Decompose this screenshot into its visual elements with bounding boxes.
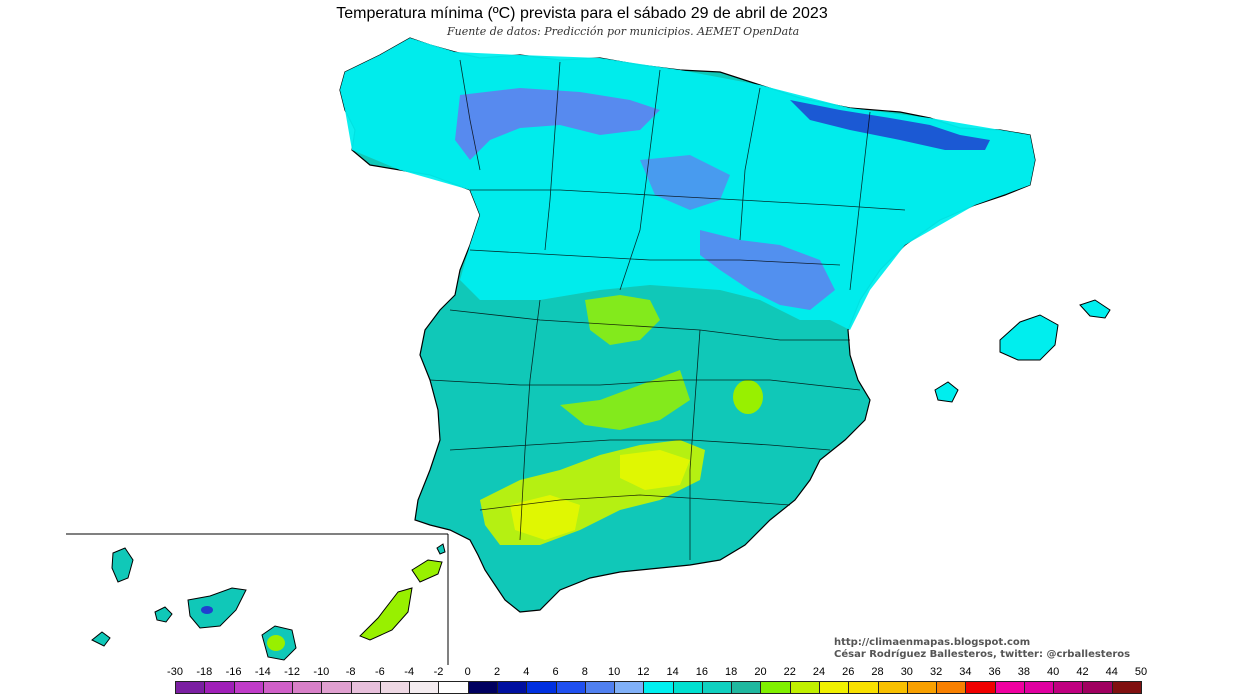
legend-tick-label: 8	[581, 666, 588, 678]
legend-swatch	[1053, 681, 1084, 694]
legend-tick-label: -2	[433, 666, 444, 678]
legend-swatch	[292, 681, 323, 694]
legend-tick-label: 12	[637, 666, 650, 678]
credit-url[interactable]: http://climaenmapas.blogspot.com	[834, 637, 1031, 648]
province-borders	[429, 59, 906, 560]
legend-swatch	[1023, 681, 1055, 694]
southcentral-warm-zone	[560, 370, 690, 430]
legend-swatch	[204, 681, 235, 694]
legend-swatch	[848, 681, 879, 694]
lanzarote-island	[411, 559, 443, 583]
tenerife-island	[187, 587, 247, 629]
la-gomera-island	[154, 606, 173, 623]
legend-swatch	[672, 681, 703, 694]
legend-tick-label: 44	[1105, 666, 1118, 678]
legend-swatch	[321, 681, 352, 694]
legend-swatch	[731, 681, 762, 694]
mallorca-island	[999, 314, 1059, 361]
legend-tick-label: -16	[225, 666, 242, 678]
la-graciosa-island	[436, 543, 446, 555]
legend-tick-label: 2	[493, 666, 501, 678]
gran-canaria-warm-spot	[267, 635, 285, 651]
legend-swatch	[789, 681, 820, 694]
legend-swatch	[233, 681, 264, 694]
andalusia-hottest-zone	[510, 495, 580, 540]
legend-tick-label: 20	[754, 666, 767, 678]
menorca-island	[1079, 299, 1111, 319]
credit-author: César Rodríguez Ballesteros, twitter: @c…	[834, 649, 1131, 660]
legend-swatch	[614, 681, 645, 694]
legend-swatch	[1082, 681, 1113, 694]
legend-tick-label: 4	[523, 666, 530, 678]
legend-tick-label: 50	[1134, 666, 1148, 678]
legend-tick-label: 0	[464, 666, 471, 678]
legend-tick-label: 22	[783, 666, 796, 678]
legend-swatch	[877, 681, 908, 694]
legend-tick-label: 28	[871, 666, 884, 678]
fuerteventura-island	[359, 587, 413, 641]
legend-swatch	[643, 681, 674, 694]
legend-tick-label: -10	[313, 666, 330, 678]
legend-swatch	[497, 681, 528, 694]
color-legend: -30 -18 -16 -14 -12 -10 -8 -6 -4 -2 0 2 4 6 8 10 12 14 16 1…	[0, 666, 1236, 695]
legend-tick-label: 40	[1047, 666, 1060, 678]
legend-tick-label: -4	[404, 666, 415, 678]
legend-tick-label: 10	[607, 666, 621, 678]
legend-swatch	[467, 681, 498, 694]
legend-tick-label: -30	[167, 666, 183, 678]
legend-tick-label: -18	[196, 666, 213, 678]
legend-swatch	[262, 681, 294, 694]
legend-tick-label: 6	[552, 666, 559, 678]
jaen-hot-zone	[620, 450, 690, 490]
legend-tick-label: 16	[695, 666, 709, 678]
legend-swatch	[438, 681, 469, 694]
central-cold-zone	[640, 155, 730, 210]
legend-tick-label: -14	[254, 666, 271, 678]
legend-tick-label: 26	[842, 666, 855, 678]
central-warm-zone	[585, 295, 660, 345]
legend-tick-label: 14	[666, 666, 679, 678]
legend-swatch	[379, 681, 411, 694]
legend-swatch	[994, 681, 1025, 694]
legend-swatch	[175, 681, 206, 694]
pyrenees-cold-zone	[790, 100, 990, 150]
legend-tick-label: 24	[812, 666, 826, 678]
canary-inset	[66, 533, 449, 665]
legend-swatch	[1111, 681, 1142, 694]
legend-swatch	[819, 681, 850, 694]
legend-tick-label: -8	[345, 666, 356, 678]
temperature-map	[66, 37, 1111, 665]
map-subtitle: Fuente de datos: Predicción por municipi…	[447, 25, 800, 38]
el-hierro-island	[91, 631, 111, 647]
legend-swatch	[965, 681, 996, 694]
legend-swatch	[701, 681, 733, 694]
la-palma-island	[111, 547, 134, 583]
legend-swatch	[350, 681, 381, 694]
legend-swatch	[584, 681, 616, 694]
legend-tick-label: 36	[988, 666, 1001, 678]
legend-tick-label: 18	[725, 666, 738, 678]
legend-tick-label: -6	[375, 666, 385, 678]
legend-tick-label: 32	[929, 666, 943, 678]
legend-tick-label: 38	[1017, 666, 1031, 678]
legend-swatch	[906, 681, 938, 694]
legend-swatch	[555, 681, 586, 694]
cantabrian-cold-zone	[455, 88, 660, 160]
legend-swatch	[760, 681, 791, 694]
iberian-cold-zone	[700, 230, 835, 310]
legend-swatch	[526, 681, 557, 694]
tenerife-cold-spot	[201, 606, 213, 614]
legend-swatch	[936, 681, 967, 694]
legend-tick-label: 34	[959, 666, 972, 678]
map-title: Temperatura mínima (ºC) prevista para el…	[336, 5, 828, 22]
legend-tick-label: 42	[1076, 666, 1089, 678]
legend-tick-label: 30	[900, 666, 913, 678]
albacete-warm-zone	[733, 380, 763, 414]
legend-swatch	[409, 681, 440, 694]
ibiza-island	[934, 381, 959, 403]
legend-tick-label: -12	[284, 666, 301, 678]
